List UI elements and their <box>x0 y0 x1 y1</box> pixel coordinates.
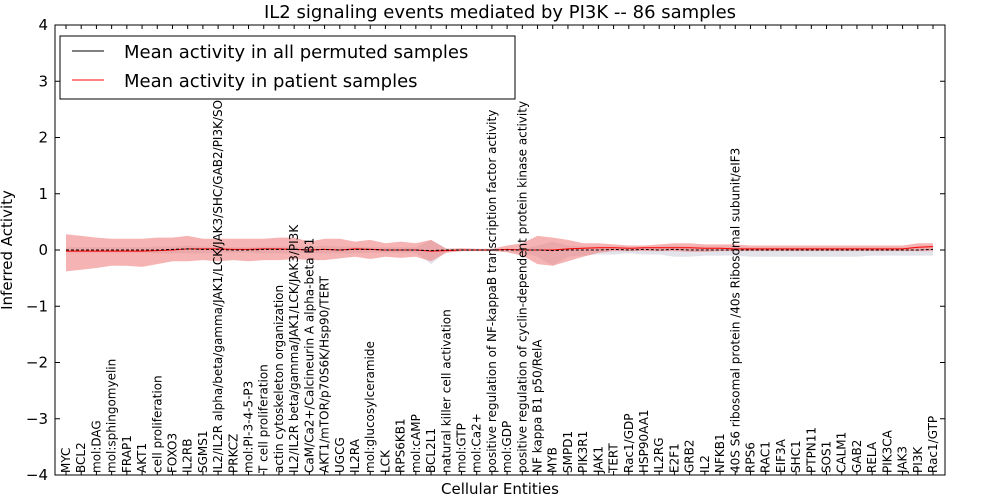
x-tick-label: PTPN11 <box>804 427 818 473</box>
x-tick-label: FOXO3 <box>166 433 180 473</box>
line-series-1 <box>66 246 934 252</box>
x-tick-label: Rac1/GTP <box>926 416 940 473</box>
x-tick-label: MYC <box>59 448 73 473</box>
confidence-bands <box>66 234 933 272</box>
x-tick-label: natural killer cell activation <box>439 309 453 473</box>
x-tick-label: mol:DAG <box>89 420 103 473</box>
x-tick-label: AKT1/mTOR/p70S6K/Hsp90/TERT <box>318 275 332 473</box>
x-tick-label: cell proliferation <box>150 375 164 473</box>
x-tick-label: SOS1 <box>820 441 834 473</box>
x-tick-label: IL2RB <box>181 439 195 473</box>
y-tick-label: −4 <box>26 466 48 484</box>
x-tick-label: IL2RG <box>652 438 666 474</box>
legend-label-permuted: Mean activity in all permuted samples <box>124 42 468 63</box>
x-tick-label: GRB2 <box>683 439 697 473</box>
legend-label-patient: Mean activity in patient samples <box>124 71 418 92</box>
x-tick-label: NFKB1 <box>713 433 727 473</box>
x-tick-label: mol:GDP <box>500 421 514 473</box>
y-tick-label: −1 <box>26 297 48 315</box>
x-tick-label: positive regulation of cyclin-dependent … <box>515 101 529 473</box>
y-axis: −4 −3 −2 −1 0 1 2 3 4 <box>26 16 945 484</box>
chart-title: IL2 signaling events mediated by PI3K --… <box>264 2 736 23</box>
x-tick-label: RELA <box>865 441 879 473</box>
x-axis-label: Cellular Entities <box>441 480 559 498</box>
x-tick-label: PIK3R1 <box>576 431 590 473</box>
x-tick-label: mol:PI-3-4-5-P3 <box>242 381 256 473</box>
x-tick-label: LCK <box>378 449 392 473</box>
x-tick-label: JAK1 <box>591 446 605 474</box>
x-tick-label: GAB2 <box>850 440 864 473</box>
x-tick-label: mol:cAMP <box>409 414 423 473</box>
x-tick-label: NF kappa B1 p50/RelA <box>531 339 545 473</box>
x-tick-label: IL2/IL2R alpha/beta/gamma/JAK1/LCK/JAK3/… <box>211 56 225 473</box>
x-tick-label: mol:Ca2+ <box>470 413 484 473</box>
x-tick-label: E2F1 <box>667 443 681 473</box>
y-tick-label: 1 <box>38 185 48 203</box>
x-tick-label: SHC1 <box>789 440 803 473</box>
x-tick-label: mol:GTP <box>455 423 469 473</box>
y-tick-label: −3 <box>26 410 48 428</box>
x-tick-label: BCL2 <box>74 442 88 473</box>
x-tick-label: mol:sphingomyelin <box>105 359 119 473</box>
x-tick-label: PIK3CA <box>880 429 894 473</box>
x-tick-label: 40S S6 ribosomal protein /40s Ribosomal … <box>728 148 742 473</box>
x-tick-label: RPS6 <box>744 442 758 473</box>
x-tick-label: RPS6KB1 <box>394 418 408 473</box>
y-axis-label: Inferred Activity <box>0 190 16 310</box>
x-tick-label: PRKCZ <box>226 434 240 473</box>
band-series-0 <box>66 239 933 266</box>
y-tick-label: 0 <box>38 241 48 259</box>
x-tick-label: PI3K <box>911 446 925 473</box>
y-tick-label: −2 <box>26 354 48 372</box>
x-tick-label: SGMS1 <box>196 430 210 473</box>
x-tick-label: IL2RA <box>348 438 362 473</box>
x-tick-label: BCL2L1 <box>424 428 438 473</box>
legend-box <box>59 35 516 100</box>
x-tick-label: T cell proliferation <box>257 364 271 474</box>
x-tick-label: FRAP1 <box>120 435 134 473</box>
x-axis: MYC BCL2 mol:DAG mol:sphingomyelin FRAP1 AKT1… <box>59 25 940 475</box>
x-tick-label: CaM/Ca2+/Calcineurin A alpha-beta B1 <box>302 238 316 473</box>
x-tick-label: EIF3A <box>774 438 788 473</box>
x-tick-label: UGCG <box>333 437 347 473</box>
x-tick-label: AKT1 <box>135 443 149 473</box>
x-tick-label: actin cytoskeleton organization <box>272 285 286 473</box>
legend: Mean activity in all permuted samples Me… <box>59 35 516 100</box>
x-tick-label: IL2/IL2R beta/gamma/JAK1/LCK/JAK3/PI3K <box>287 224 301 473</box>
x-tick-label: JAK3 <box>896 446 910 474</box>
line-series-0 <box>66 248 934 252</box>
x-tick-label: IL2 <box>698 455 712 473</box>
band-series-1 <box>66 234 933 272</box>
x-tick-label: CALM1 <box>835 432 849 473</box>
x-tick-label: Rac1/GDP <box>622 414 636 473</box>
series-lines <box>66 246 934 252</box>
x-tick-label: SMPD1 <box>561 431 575 473</box>
x-tick-label: MYB <box>546 447 560 473</box>
x-tick-label: RAC1 <box>759 441 773 473</box>
x-tick-label: HSP90AA1 <box>637 409 651 473</box>
x-tick-label: positive regulation of NF-kappaB transcr… <box>485 110 499 473</box>
x-tick-label: mol:glucosylceramide <box>363 341 377 473</box>
y-tick-label: 3 <box>38 72 48 90</box>
y-tick-label: 4 <box>38 16 48 34</box>
x-tick-label: TERT <box>607 443 621 474</box>
y-tick-label: 2 <box>38 129 48 147</box>
